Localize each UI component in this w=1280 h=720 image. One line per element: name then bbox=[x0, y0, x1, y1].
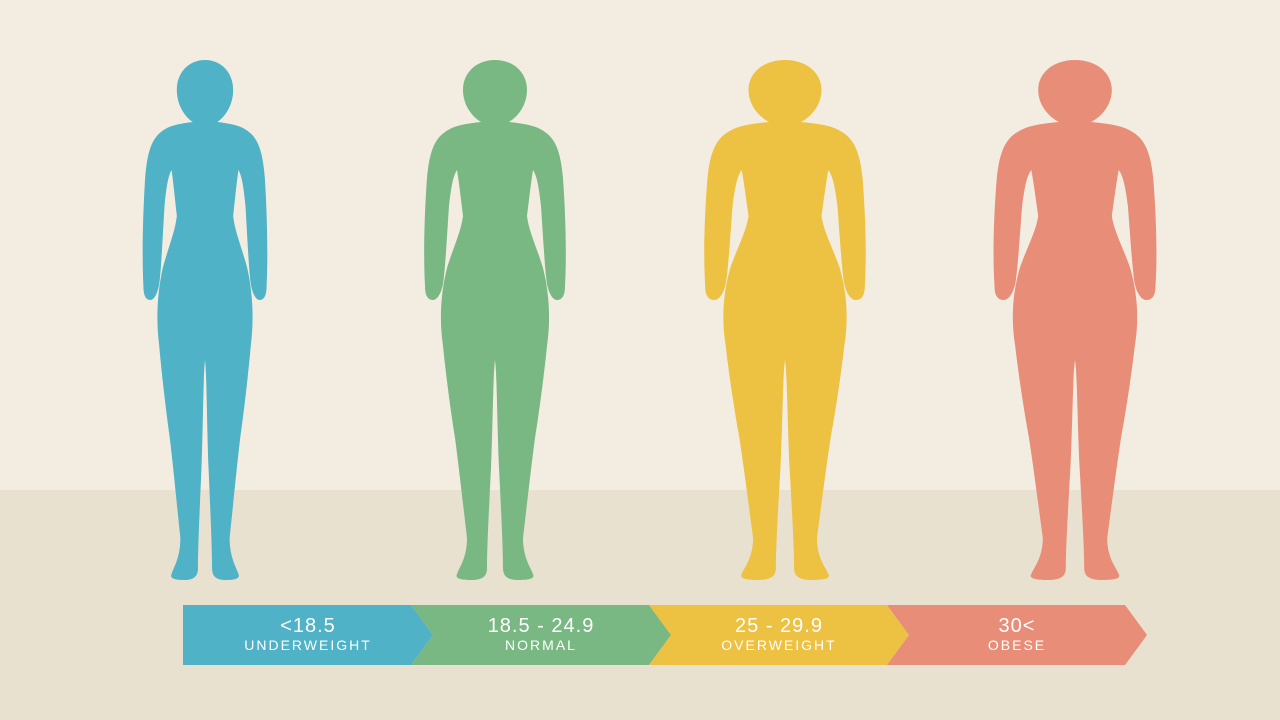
bmi-range-value: 30< bbox=[988, 616, 1046, 636]
figure-underweight bbox=[90, 60, 320, 580]
body-silhouette-icon bbox=[671, 60, 899, 580]
bmi-arrow-normal: 18.5 - 24.9NORMAL bbox=[411, 605, 671, 665]
bmi-range-label: NORMAL bbox=[488, 636, 595, 654]
figures-row bbox=[0, 60, 1280, 580]
bmi-arrow-underweight: <18.5UNDERWEIGHT bbox=[183, 605, 433, 665]
bmi-range-label: OBESE bbox=[988, 636, 1046, 654]
body-silhouette-icon bbox=[395, 60, 595, 580]
bmi-arrow-obese: 30<OBESE bbox=[887, 605, 1147, 665]
bmi-range-value: 18.5 - 24.9 bbox=[488, 616, 595, 636]
bmi-range-value: 25 - 29.9 bbox=[721, 616, 836, 636]
bmi-arrow-overweight: 25 - 29.9OVERWEIGHT bbox=[649, 605, 909, 665]
figure-obese bbox=[960, 60, 1190, 580]
figure-overweight bbox=[670, 60, 900, 580]
infographic-stage: <18.5UNDERWEIGHT18.5 - 24.9NORMAL25 - 29… bbox=[0, 0, 1280, 720]
bmi-arrow-row: <18.5UNDERWEIGHT18.5 - 24.9NORMAL25 - 29… bbox=[160, 605, 1170, 665]
body-silhouette-icon bbox=[960, 60, 1190, 580]
bmi-range-value: <18.5 bbox=[244, 616, 372, 636]
bmi-range-label: UNDERWEIGHT bbox=[244, 636, 372, 654]
figure-normal bbox=[380, 60, 610, 580]
body-silhouette-icon bbox=[117, 60, 293, 580]
bmi-range-label: OVERWEIGHT bbox=[721, 636, 836, 654]
